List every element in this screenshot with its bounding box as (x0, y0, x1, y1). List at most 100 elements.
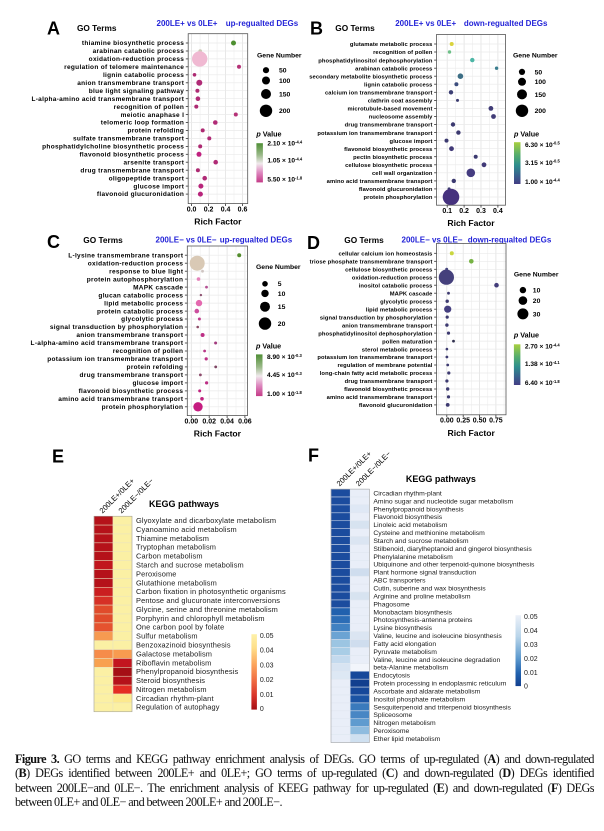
svg-text:p Value: p Value (513, 331, 539, 340)
svg-text:1.00 × 10-1.8: 1.00 × 10-1.8 (267, 390, 302, 398)
svg-text:0.50: 0.50 (473, 418, 487, 425)
svg-text:0.02: 0.02 (202, 418, 216, 425)
svg-text:Regulation of autophagy: Regulation of autophagy (136, 703, 220, 712)
svg-text:Fatty acid elongation: Fatty acid elongation (373, 641, 436, 648)
svg-text:GO Terms: GO Terms (77, 23, 117, 33)
svg-text:GO Terms: GO Terms (335, 23, 375, 33)
svg-text:Phenylalanine metabolism: Phenylalanine metabolism (373, 554, 453, 561)
svg-text:potassium ion transmembrane tr: potassium ion transmembrane transport (317, 131, 432, 137)
svg-text:0.04: 0.04 (220, 418, 234, 425)
svg-text:Rich Factor: Rich Factor (448, 428, 496, 438)
svg-text:MAPK cascade: MAPK cascade (133, 284, 183, 291)
svg-text:down-regualted DEGs: down-regualted DEGs (468, 236, 552, 245)
svg-text:5: 5 (278, 281, 282, 288)
svg-text:Sesquiterpenoid and triterpeno: Sesquiterpenoid and triterpenoid biosynt… (373, 704, 511, 711)
svg-text:flavonoid biosynthetic process: flavonoid biosynthetic process (344, 387, 432, 393)
svg-text:50: 50 (535, 69, 543, 76)
svg-text:150: 150 (279, 91, 291, 98)
svg-text:KEGG pathways: KEGG pathways (149, 499, 219, 509)
svg-text:up-regualted DEGs: up-regualted DEGs (220, 236, 293, 245)
svg-text:p Value: p Value (255, 129, 281, 138)
svg-text:glycolytic process: glycolytic process (380, 299, 432, 305)
svg-text:0.2: 0.2 (204, 206, 214, 213)
svg-text:L-alpha-amino acid transmembra: L-alpha-amino acid transmembrane transpo… (31, 96, 184, 103)
svg-text:0.02: 0.02 (524, 656, 538, 663)
svg-text:Sulfur metabolism: Sulfur metabolism (136, 632, 198, 641)
svg-text:recognition of pollen: recognition of pollen (373, 50, 433, 56)
svg-text:arabinan catabolic process: arabinan catabolic process (355, 66, 432, 72)
svg-text:0.2: 0.2 (459, 208, 469, 215)
svg-text:0.1: 0.1 (442, 208, 452, 215)
svg-text:anion transmembrane transport: anion transmembrane transport (77, 80, 184, 87)
svg-text:0.05: 0.05 (260, 633, 274, 640)
svg-text:potassium ion transmembrane tr: potassium ion transmembrane transport (47, 356, 184, 363)
svg-text:0.75: 0.75 (489, 418, 503, 425)
svg-text:0.01: 0.01 (524, 670, 538, 677)
svg-text:0.4: 0.4 (221, 206, 231, 213)
svg-text:cellulose biosynthetic process: cellulose biosynthetic process (345, 268, 432, 274)
svg-text:Arginine and proline metabolis: Arginine and proline metabolism (373, 593, 470, 600)
svg-text:Circadian rhythm-plant: Circadian rhythm-plant (136, 694, 214, 703)
svg-text:arsenite transport: arsenite transport (124, 159, 185, 166)
svg-text:response to blue light: response to blue light (109, 268, 184, 275)
svg-text:GO Terms: GO Terms (83, 235, 123, 245)
svg-text:cellular calcium ion homeostas: cellular calcium ion homeostasis (338, 252, 432, 258)
svg-text:Phenylpropanoid biosynthesis: Phenylpropanoid biosynthesis (373, 506, 464, 513)
svg-text:flavonoid biosynthetic process: flavonoid biosynthetic process (79, 152, 184, 159)
svg-text:Spliceosome: Spliceosome (373, 712, 412, 719)
svg-text:lipid metabolic process: lipid metabolic process (366, 307, 433, 313)
svg-text:Glutathione metabolism: Glutathione metabolism (136, 578, 217, 587)
svg-text:Gene Number: Gene Number (513, 53, 558, 60)
svg-text:Plant hormone signal transduct: Plant hormone signal transduction (373, 570, 476, 577)
svg-text:Riboflavin metabolism: Riboflavin metabolism (136, 658, 211, 667)
svg-text:30: 30 (533, 311, 541, 318)
svg-text:200LE+ vs 0LE+: 200LE+ vs 0LE+ (395, 19, 456, 28)
svg-text:0.00: 0.00 (440, 418, 454, 425)
svg-text:anion transmembrane transport: anion transmembrane transport (342, 323, 433, 329)
svg-text:thiamine biosynthetic process: thiamine biosynthetic process (82, 40, 184, 47)
svg-text:15: 15 (278, 304, 286, 311)
svg-text:Starch and sucrose metabolism: Starch and sucrose metabolism (136, 561, 244, 570)
svg-text:Stilbenoid, diarylheptanoid an: Stilbenoid, diarylheptanoid and gingerol… (373, 546, 532, 553)
svg-text:Tryptophan metabolism: Tryptophan metabolism (136, 543, 216, 552)
svg-text:100: 100 (279, 78, 291, 85)
svg-text:cell wall organization: cell wall organization (372, 171, 433, 177)
svg-text:E: E (52, 446, 64, 466)
svg-text:drug transmembrane transport: drug transmembrane transport (80, 372, 184, 379)
svg-text:6.40 × 10-1.8: 6.40 × 10-1.8 (525, 379, 560, 387)
svg-text:Phenylpropanoid biosynthesis: Phenylpropanoid biosynthesis (136, 667, 239, 676)
svg-text:1.38 × 10-4.1: 1.38 × 10-4.1 (525, 360, 560, 368)
svg-text:lignin catabolic process: lignin catabolic process (364, 83, 432, 89)
svg-text:1.05 × 10-4.4: 1.05 × 10-4.4 (267, 156, 302, 164)
svg-text:0.04: 0.04 (524, 628, 538, 635)
svg-text:pectin biosynthetic process: pectin biosynthetic process (353, 155, 432, 161)
svg-text:200LE+ vs 0LE+: 200LE+ vs 0LE+ (157, 19, 218, 28)
svg-text:anion transmembrane transport: anion transmembrane transport (76, 332, 183, 339)
svg-text:Ether lipid metabolism: Ether lipid metabolism (373, 736, 440, 743)
svg-text:lignin catabolic process: lignin catabolic process (103, 72, 184, 79)
svg-text:Peroxisome: Peroxisome (136, 569, 177, 578)
svg-text:Valine, leucine and isoleucine: Valine, leucine and isoleucine degradati… (373, 657, 500, 664)
svg-text:regulation of telomere mainten: regulation of telomere maintenance (64, 64, 184, 71)
svg-text:oxidation-reduction process: oxidation-reduction process (89, 56, 185, 63)
svg-text:Rich Factor: Rich Factor (194, 217, 242, 227)
svg-text:0.05: 0.05 (524, 614, 538, 621)
svg-text:beta-Alanine metabolism: beta-Alanine metabolism (373, 665, 448, 672)
svg-text:drug transmembrane transport: drug transmembrane transport (80, 167, 184, 174)
svg-text:1.00 × 10-4.4: 1.00 × 10-4.4 (525, 178, 560, 186)
svg-text:Valine, leucine and isoleucine: Valine, leucine and isoleucine biosynthe… (373, 633, 502, 640)
svg-text:protein phosphorylation: protein phosphorylation (364, 195, 433, 201)
svg-text:10: 10 (533, 288, 541, 295)
svg-text:p Value: p Value (255, 342, 281, 351)
svg-text:telomeric loop formation: telomeric loop formation (101, 120, 184, 127)
svg-text:sulfate transmembrane transpor: sulfate transmembrane transport (73, 136, 185, 143)
svg-text:inositol catabolic process: inositol catabolic process (359, 283, 433, 289)
svg-text:20: 20 (278, 321, 286, 328)
svg-text:lipid metabolic process: lipid metabolic process (104, 300, 183, 307)
svg-text:Rich Factor: Rich Factor (194, 429, 242, 439)
svg-text:protein autophosphorylation: protein autophosphorylation (87, 276, 184, 283)
svg-text:0.01: 0.01 (260, 692, 274, 699)
svg-text:Ubiquinone and other terpenoid: Ubiquinone and other terpenoid-quinone b… (373, 562, 535, 569)
svg-text:B: B (310, 18, 323, 38)
svg-text:Cutin, suberine and wax biosyn: Cutin, suberine and wax biosynthesis (373, 586, 486, 593)
